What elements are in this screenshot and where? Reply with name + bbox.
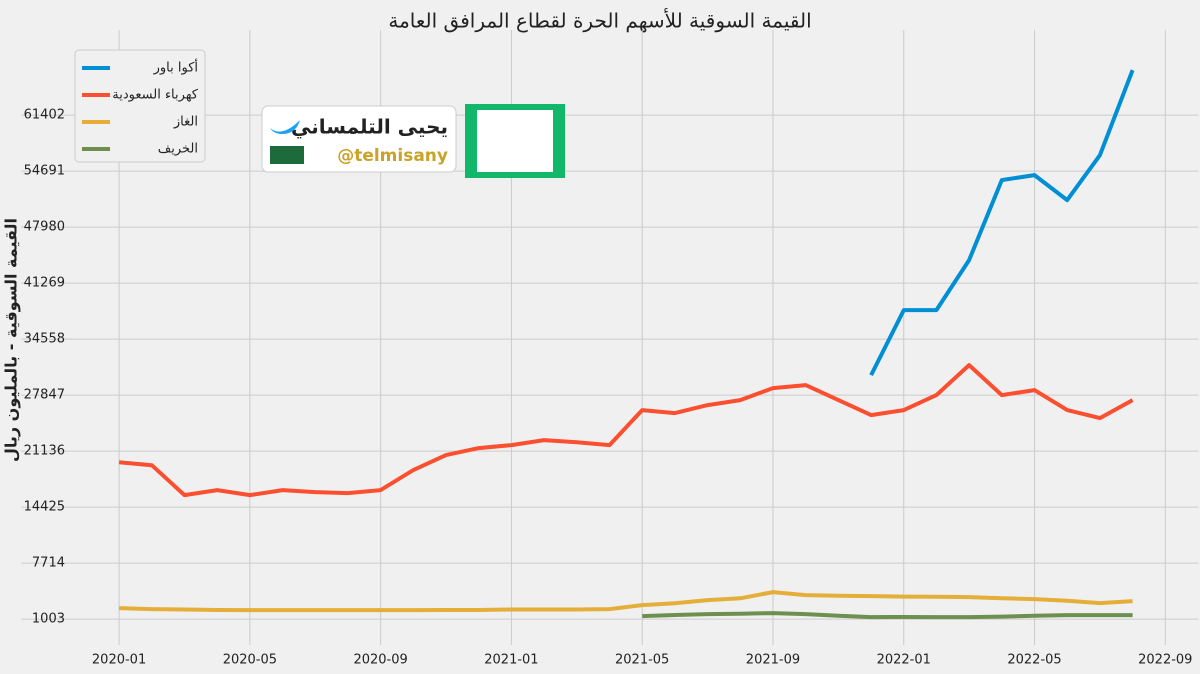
x-tick-label: 2020-09 xyxy=(353,653,407,668)
legend-label: أكوا باور xyxy=(153,59,198,76)
y-tick-label: 41269 xyxy=(24,276,65,291)
badge-name: يحيى التلمساني xyxy=(291,115,448,140)
x-tick-label: 2020-01 xyxy=(92,653,146,668)
line-series xyxy=(642,611,1133,620)
y-tick-label: 34558 xyxy=(24,332,65,347)
y-tick-label: 1003 xyxy=(32,612,65,627)
x-tick-label: 2021-09 xyxy=(746,653,800,668)
line-series xyxy=(869,69,1135,376)
line-series xyxy=(118,363,1134,498)
y-tick-label: 21136 xyxy=(24,444,65,459)
y-tick-label: 47980 xyxy=(24,220,65,235)
y-tick-label: 7714 xyxy=(32,556,65,571)
legend-label: كهرباء السعودية xyxy=(112,88,199,103)
y-tick-label: 14425 xyxy=(24,500,65,515)
legend-label: الغاز xyxy=(173,115,198,130)
y-tick-label: 61402 xyxy=(24,108,65,123)
chart-title: القيمة السوقية للأسهم الحرة لقطاع المراف… xyxy=(388,9,811,33)
badge-box xyxy=(261,105,457,173)
qr-code xyxy=(477,110,553,172)
y-axis-label: القيمة السوقية - بالمليون ريال xyxy=(2,218,21,462)
watermark-badge: يحيى التلمساني @telmisany xyxy=(261,104,565,178)
legend-box xyxy=(74,49,206,163)
flag-icon xyxy=(270,146,304,164)
badge-handle: @telmisany xyxy=(337,146,448,166)
y-tick-label: 27847 xyxy=(24,388,65,403)
y-tick-label: 54691 xyxy=(24,164,65,179)
line-series xyxy=(119,590,1133,613)
x-tick-label: 2022-09 xyxy=(1138,653,1192,668)
x-tick-label: 2022-05 xyxy=(1007,653,1061,668)
x-tick-label: 2021-01 xyxy=(484,653,538,668)
legend: أكوا باور كهرباء السعودية الغاز الخريف xyxy=(74,49,206,163)
bird-icon xyxy=(270,120,300,134)
x-tick-label: 2020-05 xyxy=(223,653,277,668)
x-tick-label: 2022-01 xyxy=(877,653,931,668)
x-tick-label: 2021-05 xyxy=(615,653,669,668)
legend-label: الخريف xyxy=(158,142,198,157)
